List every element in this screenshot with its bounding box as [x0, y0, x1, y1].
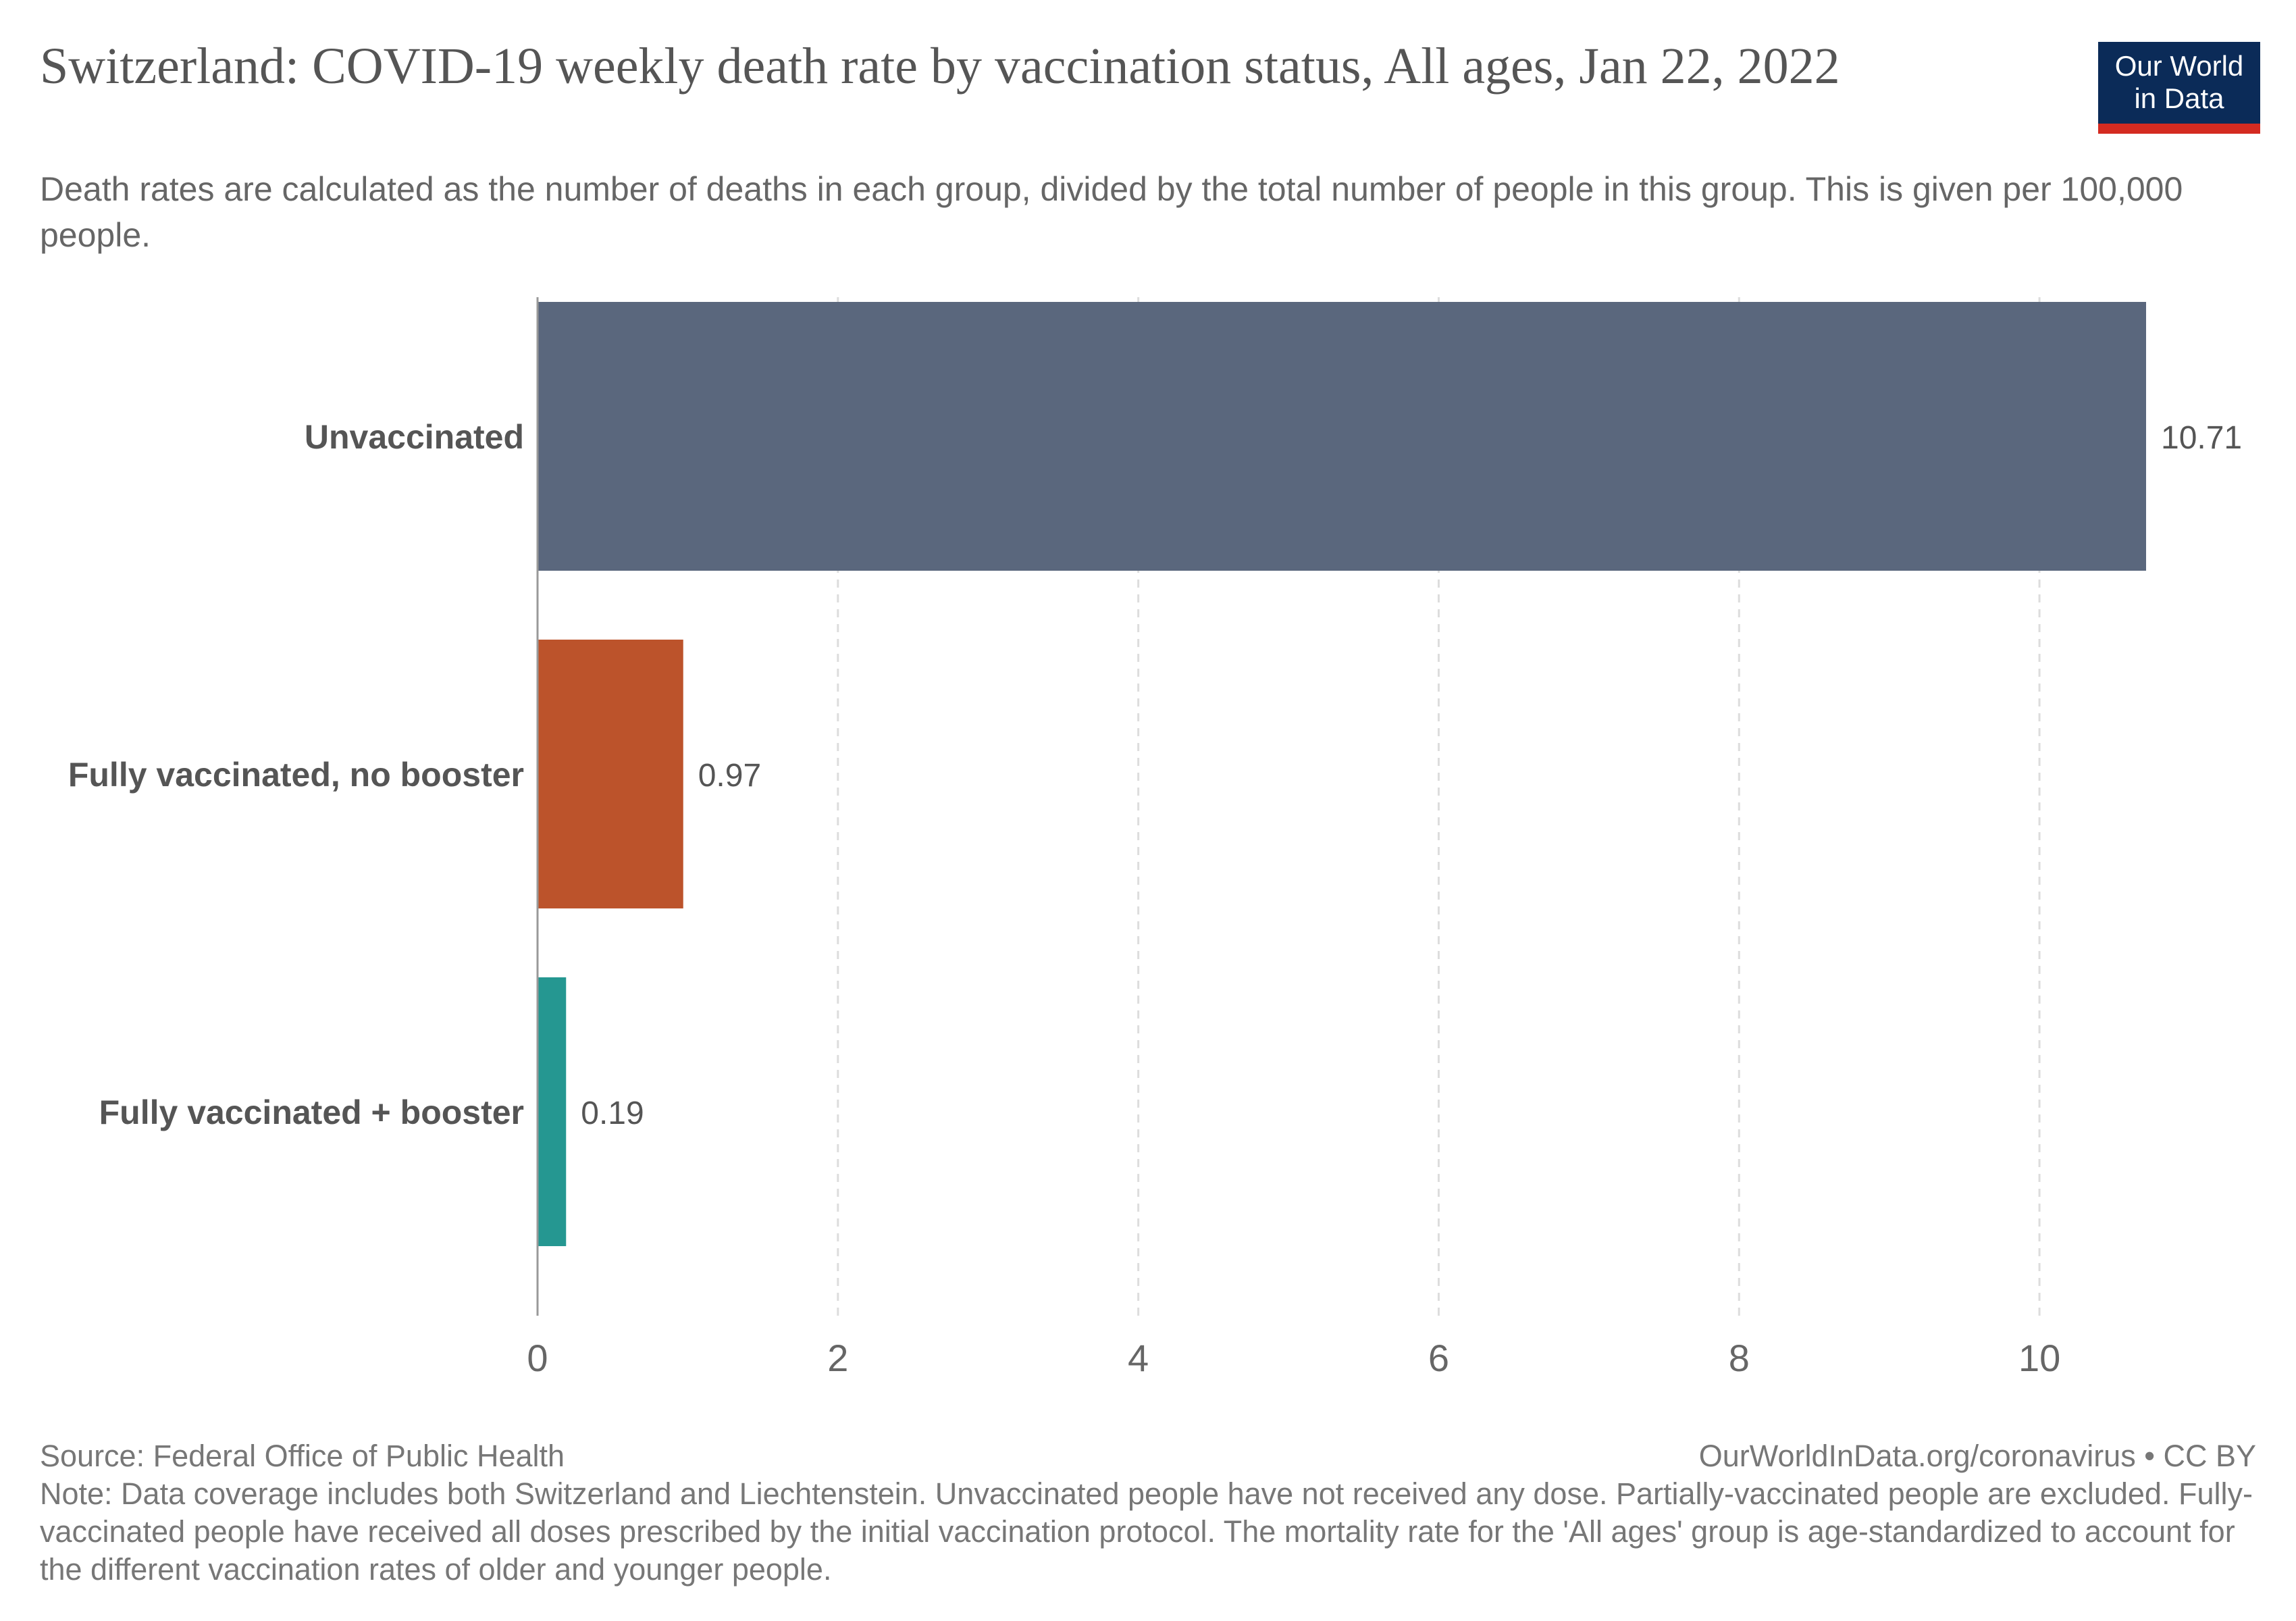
credit-link[interactable]: OurWorldInData.org/coronavirus • CC BY [1698, 1439, 2256, 1473]
bars-layer [538, 302, 2146, 1246]
x-tick-label: 0 [527, 1337, 548, 1379]
chart-title: Switzerland: COVID-19 weekly death rate … [40, 38, 1840, 95]
source-text: Source: Federal Office of Public Health [40, 1439, 565, 1473]
owid-logo[interactable]: Our World in Data [2098, 42, 2260, 134]
category-label: Fully vaccinated, no booster [68, 756, 524, 794]
value-label: 10.71 [2161, 420, 2242, 456]
bar-2 [538, 640, 683, 908]
chart-subtitle: Death rates are calculated as the number… [40, 170, 2183, 254]
value-label: 0.97 [698, 758, 761, 794]
bar-1 [538, 302, 2146, 571]
bar-chart: 0 2 4 6 8 10 Unvaccinated 10.71 Fully vaccinate… [68, 297, 2242, 1379]
x-tick-label: 2 [827, 1337, 848, 1379]
category-label: Unvaccinated [305, 418, 524, 456]
x-tick-label: 4 [1128, 1337, 1149, 1379]
labels-layer: Unvaccinated 10.71 Fully vaccinated, no bo… [68, 418, 2242, 1131]
logo-line-1: Our World [2114, 50, 2244, 82]
logo-line-2: in Data [2134, 82, 2224, 114]
category-label: Fully vaccinated + booster [99, 1093, 524, 1131]
bar-3 [538, 977, 567, 1246]
x-tick-label: 10 [2018, 1337, 2060, 1379]
axis-layer: 0 2 4 6 8 10 [527, 297, 2060, 1379]
value-label: 0.19 [581, 1096, 644, 1131]
x-tick-label: 8 [1729, 1337, 1750, 1379]
x-tick-label: 6 [1428, 1337, 1449, 1379]
note-text: Note: Data coverage includes both Switze… [40, 1476, 2253, 1587]
